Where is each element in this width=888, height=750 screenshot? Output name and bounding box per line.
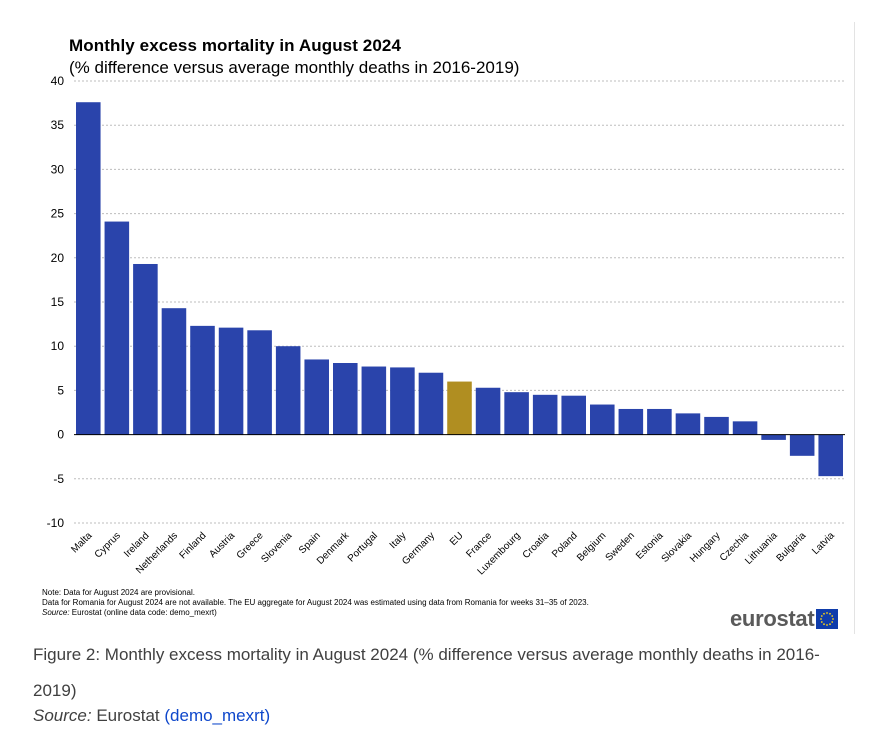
x-tick-label: Austria [207,530,237,560]
x-tick-label: Slovenia [259,530,294,565]
x-tick-label: EU [448,530,466,548]
y-tick-label: 40 [51,74,65,88]
note-source-label: Source: [42,608,70,617]
bar [247,330,272,435]
y-tick-label: 10 [51,339,65,353]
y-tick-label: 25 [51,207,65,221]
x-tick-label: Croatia [521,530,552,561]
bar [104,221,130,435]
bar [361,366,387,435]
eu-flag-star [831,615,834,617]
eu-flag-star [829,612,832,615]
figure-source-text: Eurostat [96,706,160,725]
bar [732,421,758,435]
bar [618,408,644,435]
bar [161,308,187,435]
eu-flag-star [820,618,823,620]
y-tick-label: -10 [47,516,65,530]
eu-flag-star [831,621,834,623]
bar [390,367,415,435]
x-tick-label: Slovakia [660,530,695,565]
chart-title: Monthly excess mortality in August 2024 [69,36,402,55]
chart-subtitle: (% difference versus average monthly dea… [69,58,520,77]
figure-caption: Figure 2: Monthly excess mortality in Au… [33,645,820,700]
eu-flag-star [823,612,826,615]
bar [475,387,501,435]
bar [190,325,215,435]
y-tick-label: 5 [57,383,64,397]
eu-flag-star [821,621,824,623]
bar [275,346,301,435]
bar [504,392,529,435]
bar [447,381,472,435]
bar [133,263,158,435]
eu-flag-star [826,612,829,614]
bar [418,372,444,435]
x-tick-label: Malta [69,530,94,555]
eurostat-logo-text: eurostat [730,606,815,631]
x-tick-label: Denmark [315,530,352,567]
bar [818,434,843,477]
x-tick-label: Portugal [346,530,380,564]
note-source: Source: Eurostat (online data code: demo… [42,608,589,618]
note-provisional: Note: Data for August 2024 are provision… [42,588,195,597]
bar [304,359,329,435]
bar [218,327,244,435]
bar [590,404,615,435]
bar [675,413,701,435]
y-tick-label: -5 [53,472,64,486]
bar [647,408,672,435]
x-tick-label: Belgium [575,530,608,563]
bar [761,434,786,440]
eu-flag-star [823,623,826,626]
x-tick-label: Cyprus [93,530,123,560]
x-tick-label: Bulgaria [775,530,809,564]
y-tick-label: 20 [51,251,65,265]
note-romania: Data for Romania for August 2024 are not… [42,598,589,607]
bar [333,363,358,435]
note-source-text: Eurostat (online data code: demo_mexrt) [69,608,217,617]
eu-flag-star [826,624,829,626]
bar [789,434,815,456]
y-tick-label: 0 [57,428,64,442]
x-tick-label: Latvia [810,530,837,557]
bar [532,394,558,435]
x-tick-label: Spain [297,530,323,556]
eu-flag-icon [816,609,839,629]
eu-flag-star [829,623,832,626]
bar [76,102,101,435]
y-tick-label: 35 [51,118,65,132]
y-tick-label: 30 [51,162,65,176]
eu-flag-star [832,618,835,620]
chart-notes: Note: Data for August 2024 are provision… [42,588,589,618]
figure-source-label: Source: [33,706,92,725]
bar [561,395,586,435]
x-tick-label: Finland [178,530,209,561]
bar [704,416,729,435]
x-tick-label: Hungary [688,530,723,565]
eurostat-logo: eurostat [730,606,839,632]
figure-source: Source: Eurostat (demo_mexrt) [33,706,270,726]
demo-mexrt-link[interactable]: (demo_mexrt) [164,706,271,725]
y-tick-label: 15 [51,295,65,309]
x-tick-label: Italy [388,530,409,551]
x-tick-label: Sweden [604,530,637,563]
eu-flag-star [821,615,824,617]
x-tick-label: Lithuania [743,530,780,567]
